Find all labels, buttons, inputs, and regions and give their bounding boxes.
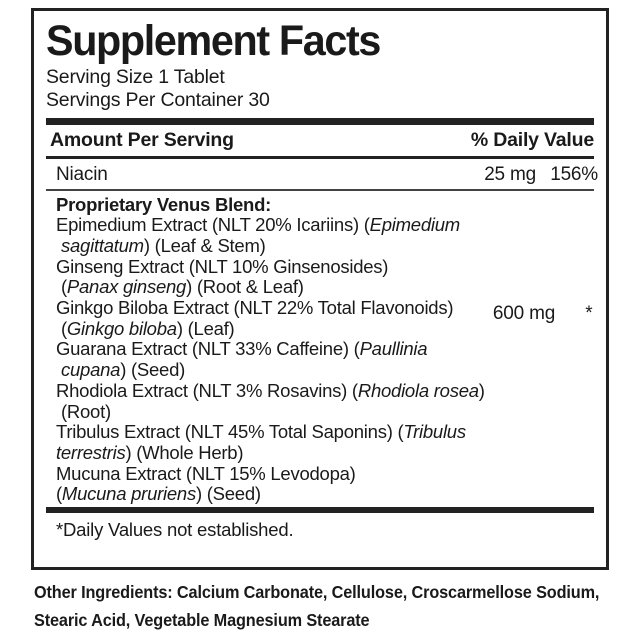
column-header-amount: Amount Per Serving [50,129,234,151]
blend-line-roman: Tribulus Extract (NLT 45% Total Saponins… [56,421,404,443]
blend-line-latin-name: Mucuna pruriens [61,483,196,505]
blend-line-roman: ( [61,317,67,339]
blend-line-latin-name: Epimedium [369,214,461,236]
blend-line-latin-name: Panax ginseng [66,276,187,298]
blend-ingredient-line: Ginkgo Biloba Extract (NLT 22% Total Fla… [56,297,476,319]
blend-line-roman-tail: ) (Seed) [195,483,261,505]
rule-below-niacin [46,189,594,191]
rule-above-header [46,118,594,125]
blend-ingredient-line: sagittatum) (Leaf & Stem) [56,234,476,257]
proprietary-blend-amount: 600 mg [492,302,556,324]
nutrient-daily-value: 156% [550,164,598,185]
blend-line-latin-name: terrestris [56,441,126,463]
blend-ingredient-line: (Mucuna pruriens) (Seed) [56,483,476,505]
blend-ingredient-line: Mucuna Extract (NLT 15% Levodopa) [56,462,476,485]
blend-line-roman-tail: ) (Root & Leaf) [186,276,304,298]
blend-ingredient-line: Guarana Extract (NLT 33% Caffeine) (Paul… [56,339,476,360]
blend-ingredient-line: (Panax ginseng) (Root & Leaf) [56,276,476,298]
blend-line-roman-tail: ) [478,379,485,401]
blend-line-roman: Mucuna Extract (NLT 15% Levodopa) [56,462,356,484]
blend-line-roman: Ginseng Extract (NLT 10% Ginsenosides) [56,255,389,277]
proprietary-blend-row: Proprietary Venus Blend: Epimedium Extra… [46,191,594,507]
blend-line-latin-name: Paullinia [359,338,428,360]
blend-line-latin-name: Rhodiola rosea [357,379,479,401]
blend-ingredient-line: cupana) (Seed) [56,359,476,381]
blend-ingredient-line: (Root) [56,400,476,423]
blend-line-roman-tail: ) (Whole Herb) [125,441,244,463]
blend-ingredient-line: Epimedium Extract (NLT 20% Icariins) (Ep… [56,214,476,236]
blend-ingredient-line: Tribulus Extract (NLT 45% Total Saponins… [56,421,476,443]
proprietary-blend-ingredient-list: Epimedium Extract (NLT 20% Icariins) (Ep… [56,214,485,505]
blend-line-latin-name: cupana [61,359,121,381]
blend-line-roman: Epimedium Extract (NLT 20% Icariins) ( [56,214,370,236]
blend-ingredient-line: (Ginkgo biloba) (Leaf) [56,317,476,340]
table-column-header-row: Amount Per Serving % Daily Value [46,125,594,156]
footnote-text: *Daily Values not established. [56,518,294,540]
rule-below-header [46,156,594,159]
blend-line-roman-tail: ) (Seed) [120,359,186,381]
blend-line-roman: Guarana Extract (NLT 33% Caffeine) ( [56,338,360,360]
blend-line-roman: ( [61,276,67,298]
blend-ingredient-line: Rhodiola Extract (NLT 3% Rosavins) (Rhod… [56,379,485,402]
blend-line-roman: (Root) [61,400,111,422]
nutrient-amount: 25 mg [484,164,536,185]
other-ingredients-block: Other Ingredients: Calcium Carbonate, Ce… [34,578,600,634]
blend-line-latin-name: Ginkgo biloba [66,317,177,339]
serving-size-text: Serving Size 1 Tablet [46,66,225,88]
blend-line-roman: ( [56,483,62,505]
supplement-facts-panel: Supplement Facts Serving Size 1 Tablet S… [31,8,609,570]
column-header-daily-value: % Daily Value [470,129,594,151]
blend-line-latin-name: Tribulus [403,421,466,443]
blend-line-roman: Rhodiola Extract (NLT 3% Rosavins) ( [56,379,358,401]
proprietary-blend-title: Proprietary Venus Blend: [56,193,272,215]
blend-line-roman-tail: ) (Leaf & Stem) [143,234,266,256]
blend-line-roman-tail: ) (Leaf) [176,317,235,339]
table-row-niacin: Niacin 25 mg 156% [46,159,598,189]
blend-ingredient-line: Ginseng Extract (NLT 10% Ginsenosides) [56,255,476,278]
nutrient-name: Niacin [56,164,108,185]
blend-line-roman: Ginkgo Biloba Extract (NLT 22% Total Fla… [56,297,454,319]
rule-above-footnote [46,506,594,513]
proprietary-blend-text: Proprietary Venus Blend: Epimedium Extra… [56,193,485,506]
other-ingredients-line-2: Stearic Acid, Vegetable Magnesium Steara… [34,610,370,630]
servings-per-container-text: Servings Per Container 30 [46,89,270,111]
blend-ingredient-line: terrestris) (Whole Herb) [56,441,476,464]
blend-line-latin-name: sagittatum [61,234,144,256]
panel-title: Supplement Facts [46,17,381,65]
proprietary-blend-daily-value: * [585,302,593,324]
other-ingredients-line-1: Other Ingredients: Calcium Carbonate, Ce… [34,582,600,602]
